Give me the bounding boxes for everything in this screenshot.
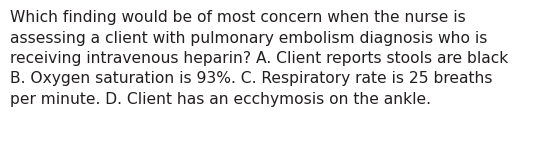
Text: Which finding would be of most concern when the nurse is
assessing a client with: Which finding would be of most concern w… <box>10 10 508 107</box>
